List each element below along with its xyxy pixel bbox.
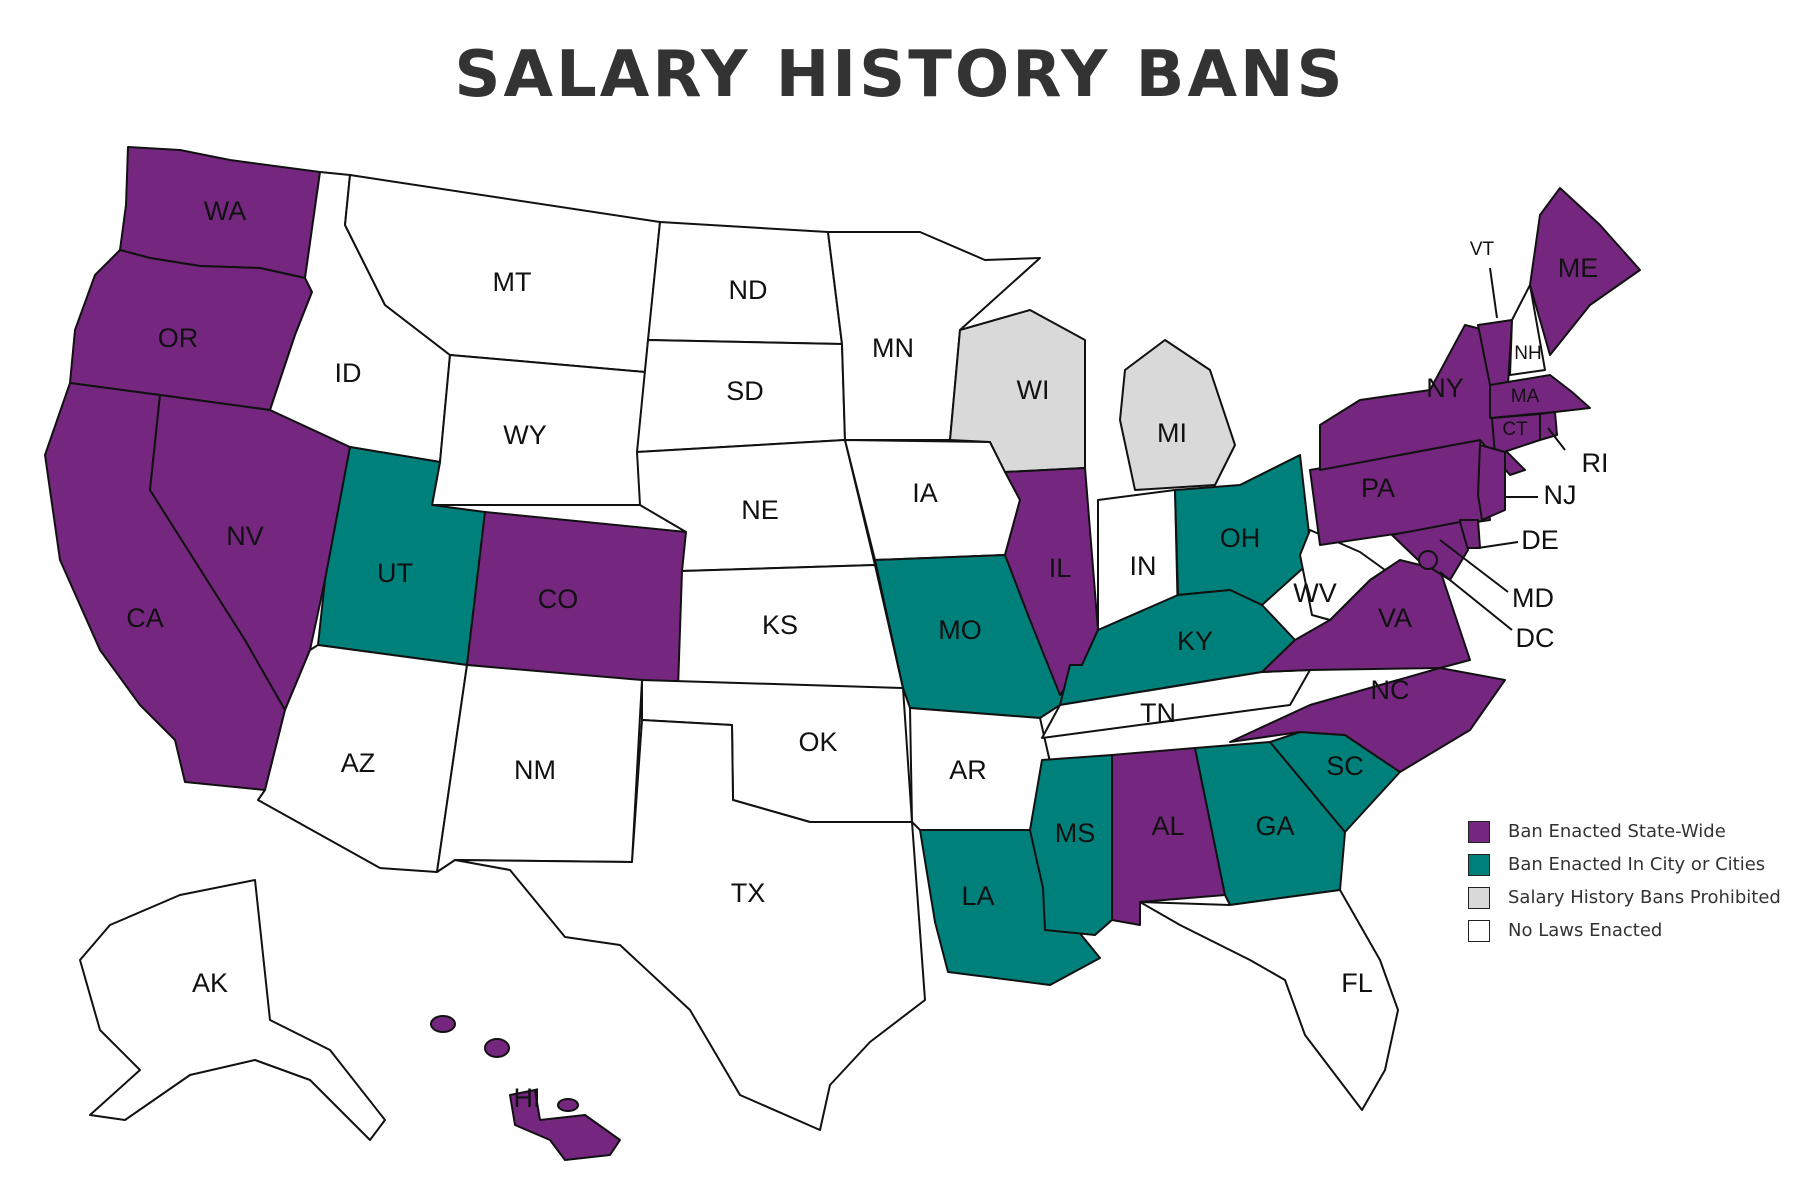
state-nh (1509, 284, 1546, 376)
state-label-oh: OH (1220, 523, 1261, 553)
state-label-ga: GA (1255, 811, 1294, 841)
legend-item-prohibited: Salary History Bans Prohibited (1468, 881, 1781, 914)
map-title: SALARY HISTORY BANS (454, 38, 1346, 112)
state-label-mn: MN (872, 333, 914, 363)
state-tn (1041, 669, 1311, 739)
state-label-ca: CA (126, 603, 164, 633)
state-label-co: CO (538, 584, 579, 614)
legend-item-ban-city: Ban Enacted In City or Cities (1468, 848, 1781, 881)
state-label-nd: ND (729, 275, 768, 305)
state-nc (1229, 667, 1506, 773)
state-label-nh: NH (1514, 343, 1541, 364)
state-label-md: MD (1512, 583, 1554, 613)
state-label-nc: NC (1371, 675, 1410, 705)
state-label-ms: MS (1055, 818, 1096, 848)
state-label-wa: WA (204, 196, 247, 226)
state-label-al: AL (1151, 811, 1184, 841)
state-labels: WA OR CA NV ID MT WY UT CO AZ NM ND SD NE KS OK TX MN IA MO… (126, 196, 1608, 1113)
state-label-wy: WY (503, 420, 547, 450)
state-mi (1119, 339, 1236, 491)
legend-swatch (1468, 820, 1490, 843)
legend-swatch (1468, 886, 1490, 909)
state-label-me: ME (1558, 253, 1599, 283)
state-label-pa: PA (1361, 473, 1395, 503)
state-label-mi: MI (1157, 418, 1187, 448)
state-fl (1139, 889, 1399, 1111)
state-label-vt: VT (1470, 239, 1495, 260)
state-me (1529, 187, 1641, 356)
state-label-va: VA (1378, 603, 1412, 633)
state-il (1004, 467, 1099, 696)
state-ma (1489, 374, 1591, 419)
leader-line (1547, 427, 1566, 451)
state-label-de: DE (1521, 525, 1559, 555)
state-label-nv: NV (226, 521, 264, 551)
state-label-ma: MA (1511, 386, 1540, 407)
leader-line (1439, 571, 1513, 631)
state-label-ky: KY (1177, 626, 1213, 656)
state-label-ak: AK (192, 968, 228, 998)
state-nj (1477, 444, 1506, 521)
state-ak (79, 879, 386, 1141)
state-label-az: AZ (341, 748, 376, 778)
state-label-id: ID (335, 358, 362, 388)
leader-line (1477, 541, 1519, 549)
legend-swatch (1468, 853, 1490, 876)
state-label-il: IL (1049, 553, 1072, 583)
state-label-ks: KS (762, 610, 798, 640)
leader-line (1489, 267, 1498, 319)
state-label-or: OR (158, 323, 199, 353)
leader-line (1439, 539, 1509, 593)
state-label-nj: NJ (1544, 480, 1577, 510)
state-label-ne: NE (741, 495, 779, 525)
state-label-la: LA (961, 881, 994, 911)
state-label-mt: MT (493, 267, 532, 297)
state-label-tn: TN (1140, 698, 1176, 728)
legend: Ban Enacted State-Wide Ban Enacted In Cit… (1468, 815, 1781, 947)
state-shapes (44, 146, 1641, 1161)
state-wy (431, 354, 646, 506)
state-label-dc: DC (1516, 623, 1555, 653)
state-label-in: IN (1130, 551, 1157, 581)
state-hi (430, 1015, 621, 1161)
state-tx (454, 719, 926, 1131)
state-label-ny: NY (1426, 373, 1464, 403)
state-label-ri: RI (1582, 448, 1609, 478)
state-label-ct: CT (1502, 419, 1528, 440)
state-label-tx: TX (731, 878, 766, 908)
state-label-fl: FL (1341, 968, 1373, 998)
state-label-wi: WI (1017, 375, 1050, 405)
legend-label: Ban Enacted In City or Cities (1508, 854, 1766, 875)
state-label-mo: MO (938, 615, 982, 645)
state-label-ar: AR (949, 755, 987, 785)
state-label-ut: UT (377, 558, 413, 588)
legend-item-none: No Laws Enacted (1468, 914, 1781, 947)
state-label-sc: SC (1326, 751, 1364, 781)
state-label-sd: SD (726, 376, 764, 406)
state-label-ok: OK (798, 727, 837, 757)
legend-label: Salary History Bans Prohibited (1508, 887, 1781, 908)
state-label-wv: WV (1293, 578, 1337, 608)
label-leaders (1439, 267, 1566, 631)
state-label-hi: HI (514, 1083, 541, 1113)
legend-swatch (1468, 919, 1490, 942)
state-label-nm: NM (514, 755, 556, 785)
state-dc (1418, 550, 1438, 570)
legend-label: Ban Enacted State-Wide (1508, 821, 1726, 842)
state-label-ia: IA (912, 478, 938, 508)
legend-label: No Laws Enacted (1508, 920, 1663, 941)
legend-item-ban-statewide: Ban Enacted State-Wide (1468, 815, 1781, 848)
